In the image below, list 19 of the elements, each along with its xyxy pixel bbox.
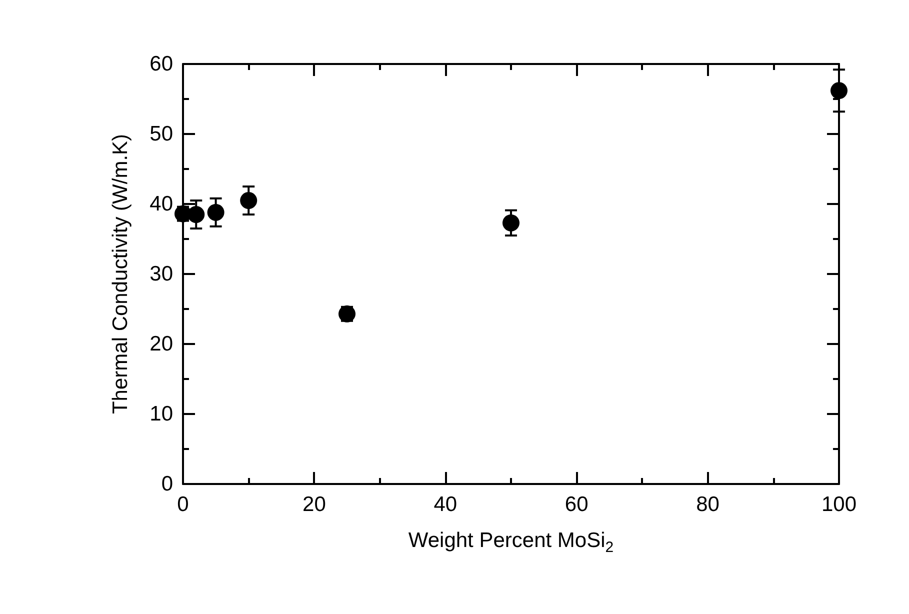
point [207,204,224,221]
x-tick-label: 80 [696,493,720,516]
x-tick-label: 20 [302,493,326,516]
point [240,192,258,209]
y-tick-label: 30 [150,262,173,286]
x-tick-label: 60 [564,493,588,516]
point [188,206,205,223]
y-tick-label: 10 [150,402,173,426]
point [502,214,520,232]
y-axis-title: Thermal Conductivity (W/m.K) [109,134,132,414]
x-tick-label: 40 [434,493,458,516]
y-tick-label: 40 [150,192,173,216]
y-tick-label: 60 [150,52,173,76]
y-tick-label: 50 [150,122,173,146]
y-tick-label: 20 [150,332,173,356]
point [830,82,848,100]
y-tick-label: 0 [161,472,173,496]
x-tick-label: 0 [177,493,189,516]
x-tick-label: 100 [821,493,857,516]
